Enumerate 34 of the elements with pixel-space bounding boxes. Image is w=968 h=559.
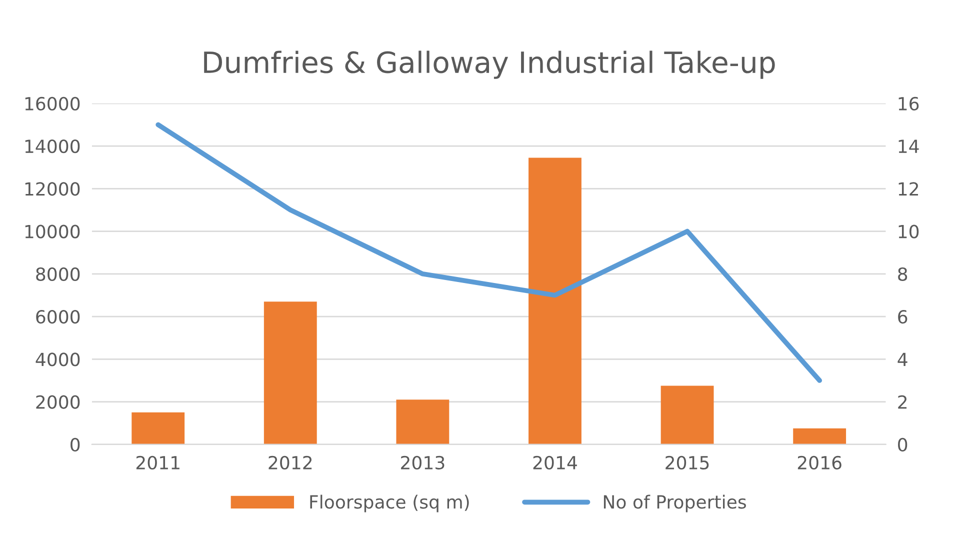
bar: [528, 158, 582, 444]
x-tick-label: 2015: [666, 456, 709, 470]
y2-tick-label: 4: [898, 352, 908, 366]
y2-tick-label: 14: [898, 140, 919, 153]
y-tick-label: 16000: [25, 96, 80, 111]
y2-tick-label: 2: [898, 395, 907, 409]
bar: [793, 428, 846, 444]
bar: [660, 386, 714, 444]
y2-tick-label: 6: [898, 310, 908, 324]
y2-tick-label: 12: [898, 182, 918, 196]
legend-label: Floorspace (sq m): [310, 494, 469, 512]
bar: [396, 400, 450, 444]
line-series: [156, 122, 822, 383]
x-tick-label: 2013: [401, 456, 444, 470]
y-tick-label: 10000: [25, 224, 80, 238]
y-tick-label: 12000: [25, 182, 80, 196]
x-tick-label: 2012: [268, 456, 312, 470]
y-tick-label: 4000: [36, 352, 80, 366]
bar: [264, 302, 317, 444]
y-tick-label: 14000: [25, 140, 80, 154]
legend-label: No of Properties: [604, 494, 746, 512]
y-tick-label: 0: [70, 438, 80, 452]
y2-tick-label: 8: [898, 267, 908, 282]
y-tick-label: 8000: [36, 267, 80, 282]
bar: [132, 412, 185, 444]
y2-tick-label: 0: [898, 438, 908, 452]
y-tick-label: 6000: [36, 310, 80, 324]
chart-title: Dumfries & Galloway Industrial Take-up: [204, 50, 775, 79]
x-tick-label: 2014: [533, 456, 577, 470]
y2-tick-label: 10: [898, 224, 919, 238]
y2-tick-label: 16: [898, 96, 919, 111]
x-tick-label: 2016: [798, 456, 842, 470]
x-tick-label: 2011: [136, 456, 180, 470]
y-tick-label: 2000: [36, 395, 80, 409]
